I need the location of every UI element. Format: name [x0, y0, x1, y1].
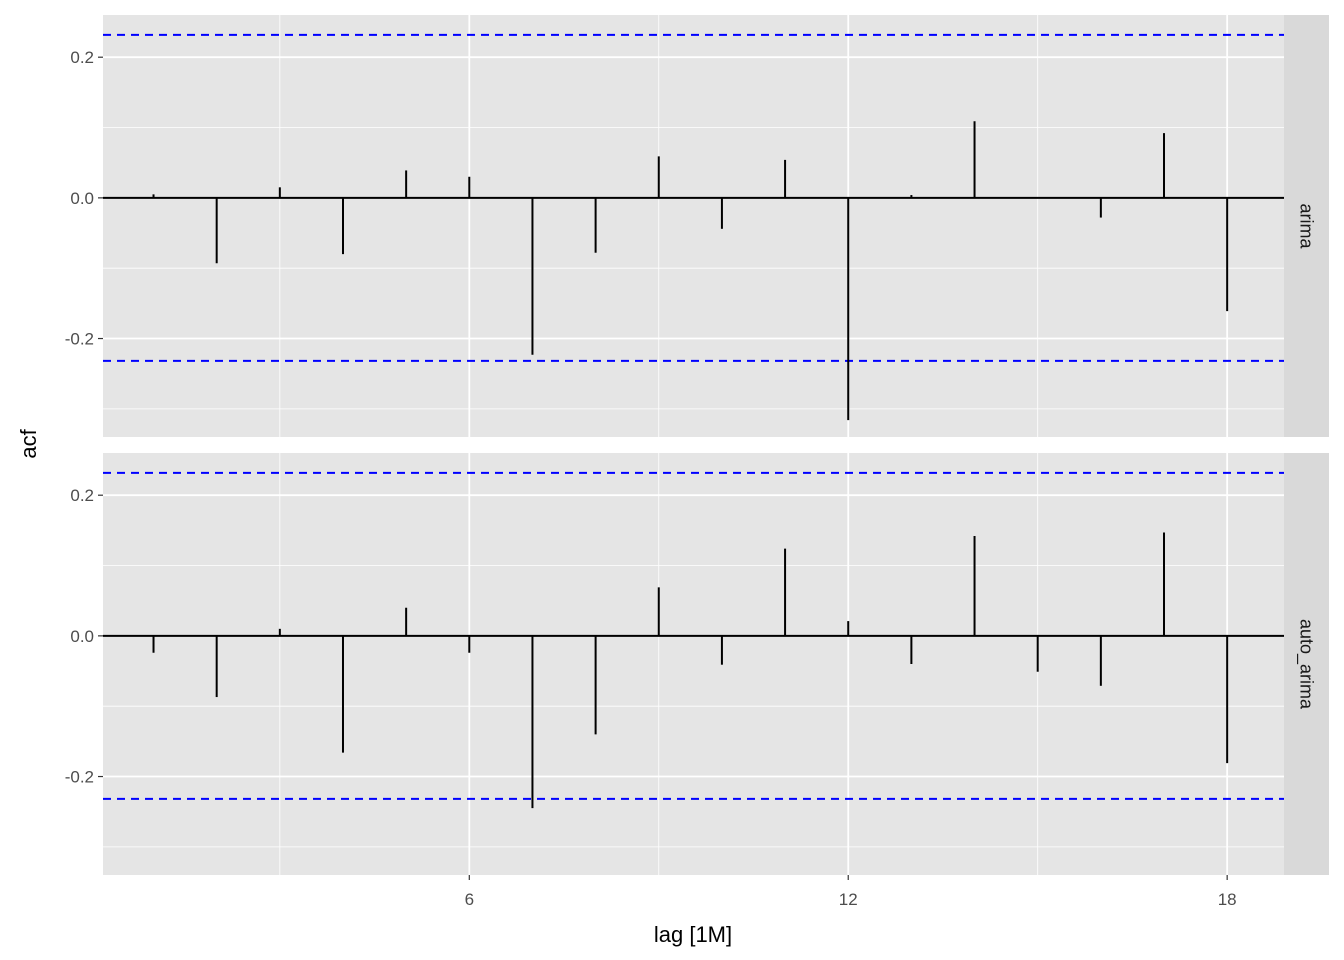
x-tick-label: 18	[1218, 890, 1237, 909]
y-tick-label: -0.2	[65, 330, 94, 349]
x-axis: 6 12 18	[465, 875, 1237, 909]
y-tick-label: 0.2	[70, 486, 94, 505]
y-axis-title: acf	[16, 428, 41, 458]
facet-panels: -0.2 0.0 0.2 arima -0.2 0.0 0.2 auto_arima	[65, 15, 1329, 875]
x-tick-label: 6	[465, 890, 474, 909]
y-tick-label: 0.0	[70, 627, 94, 646]
panel-background	[103, 453, 1284, 875]
facet-strip-label: auto_arima	[1296, 619, 1317, 710]
y-tick-label: 0.0	[70, 189, 94, 208]
facet-panel-auto_arima: -0.2 0.0 0.2 auto_arima	[65, 453, 1329, 875]
facet-strip	[1284, 453, 1329, 875]
panel-background	[103, 15, 1284, 437]
y-tick-label: -0.2	[65, 768, 94, 787]
x-axis-title: lag [1M]	[654, 922, 732, 947]
facet-panel-arima: -0.2 0.0 0.2 arima	[65, 15, 1329, 437]
x-tick-label: 12	[839, 890, 858, 909]
y-tick-label: 0.2	[70, 48, 94, 67]
facet-strip	[1284, 15, 1329, 437]
facet-strip-label: arima	[1297, 203, 1317, 249]
